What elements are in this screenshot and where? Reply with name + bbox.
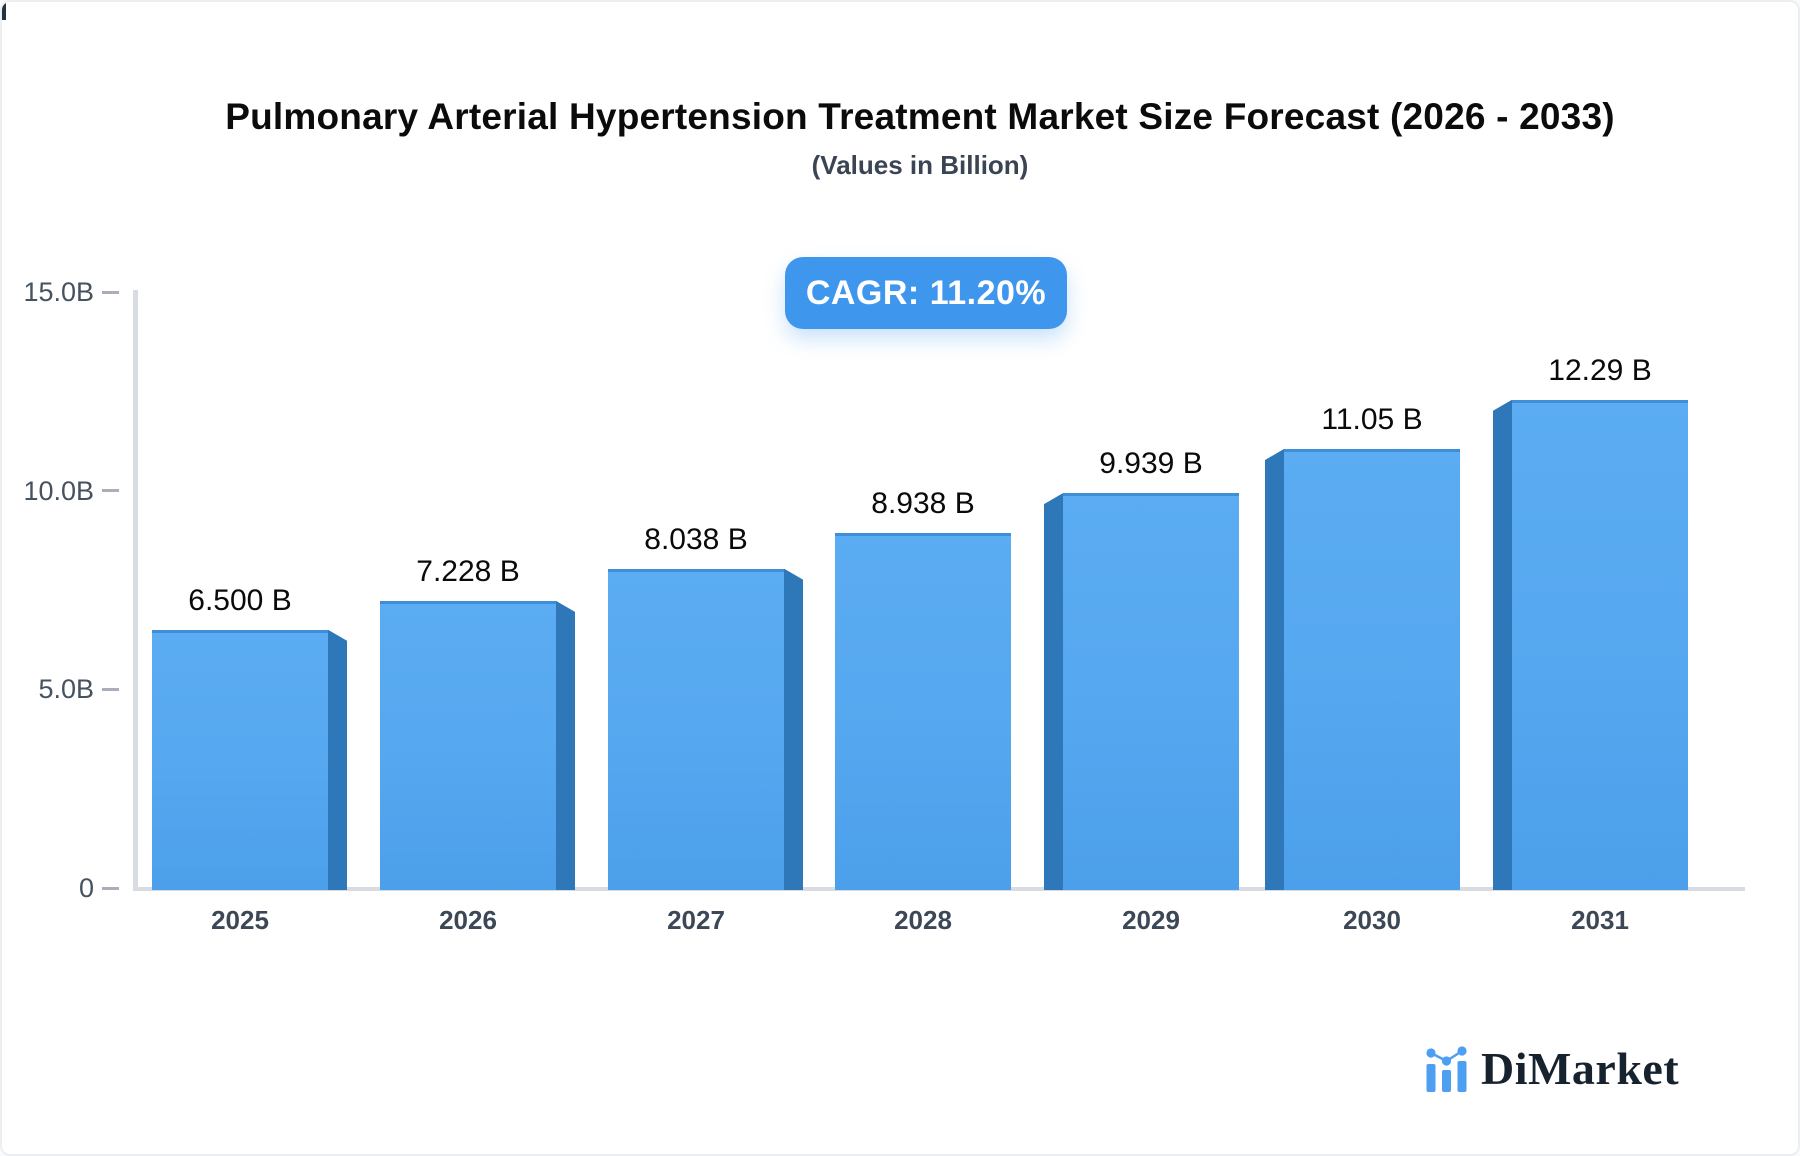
dimarket-logo-text: DiMarket <box>1481 1043 1680 1094</box>
bar-value-label: 8.938 B <box>871 486 975 520</box>
corner-notch <box>2 2 6 20</box>
dimarket-logo: DiMarket <box>1426 1044 1679 1092</box>
chart-subtitle: (Values in Billion) <box>811 150 1029 180</box>
chart-title: Pulmonary Arterial Hypertension Treatmen… <box>225 96 1615 137</box>
bar <box>1284 448 1460 890</box>
bar <box>608 568 784 890</box>
y-axis-label: 15.0B <box>23 277 94 308</box>
x-axis-label: 2026 <box>439 905 497 935</box>
bar-side-face <box>1265 448 1284 890</box>
bar-side-face <box>784 568 803 890</box>
y-axis-line <box>133 290 138 890</box>
bar-value-label: 12.29 B <box>1548 353 1652 387</box>
dimarket-logo-icon <box>1426 1046 1467 1092</box>
x-axis-label: 2027 <box>667 905 725 935</box>
bar-side-face <box>1493 399 1512 890</box>
bar <box>1512 399 1688 890</box>
y-axis-tick <box>102 290 119 294</box>
bar <box>152 629 328 890</box>
bar <box>835 532 1011 890</box>
bar-side-face <box>1044 493 1063 890</box>
bar <box>1063 493 1239 890</box>
y-axis-label: 10.0B <box>23 475 94 506</box>
bar-value-label: 8.038 B <box>644 522 748 556</box>
bar-value-label: 6.500 B <box>188 583 292 617</box>
bar-side-face <box>556 600 575 890</box>
x-axis-label: 2029 <box>1122 905 1180 935</box>
y-axis-tick <box>102 489 119 493</box>
y-axis-label: 0 <box>78 873 94 903</box>
bar-value-label: 11.05 B <box>1321 402 1423 436</box>
y-axis-label: 5.0B <box>38 674 94 705</box>
bar-side-face <box>328 629 347 890</box>
bar-value-label: 9.939 B <box>1099 447 1203 481</box>
bar-value-label: 7.228 B <box>416 554 520 588</box>
cagr-badge-label: CAGR: 11.20% <box>805 273 1047 312</box>
x-axis-label: 2031 <box>1571 905 1629 935</box>
y-axis-tick <box>102 886 119 890</box>
y-axis-tick <box>102 687 119 691</box>
x-axis-label: 2028 <box>894 905 952 935</box>
bar <box>380 600 556 890</box>
x-axis-label: 2025 <box>211 905 269 935</box>
cagr-badge: CAGR: 11.20% <box>785 257 1067 329</box>
x-axis-label: 2030 <box>1343 905 1401 935</box>
